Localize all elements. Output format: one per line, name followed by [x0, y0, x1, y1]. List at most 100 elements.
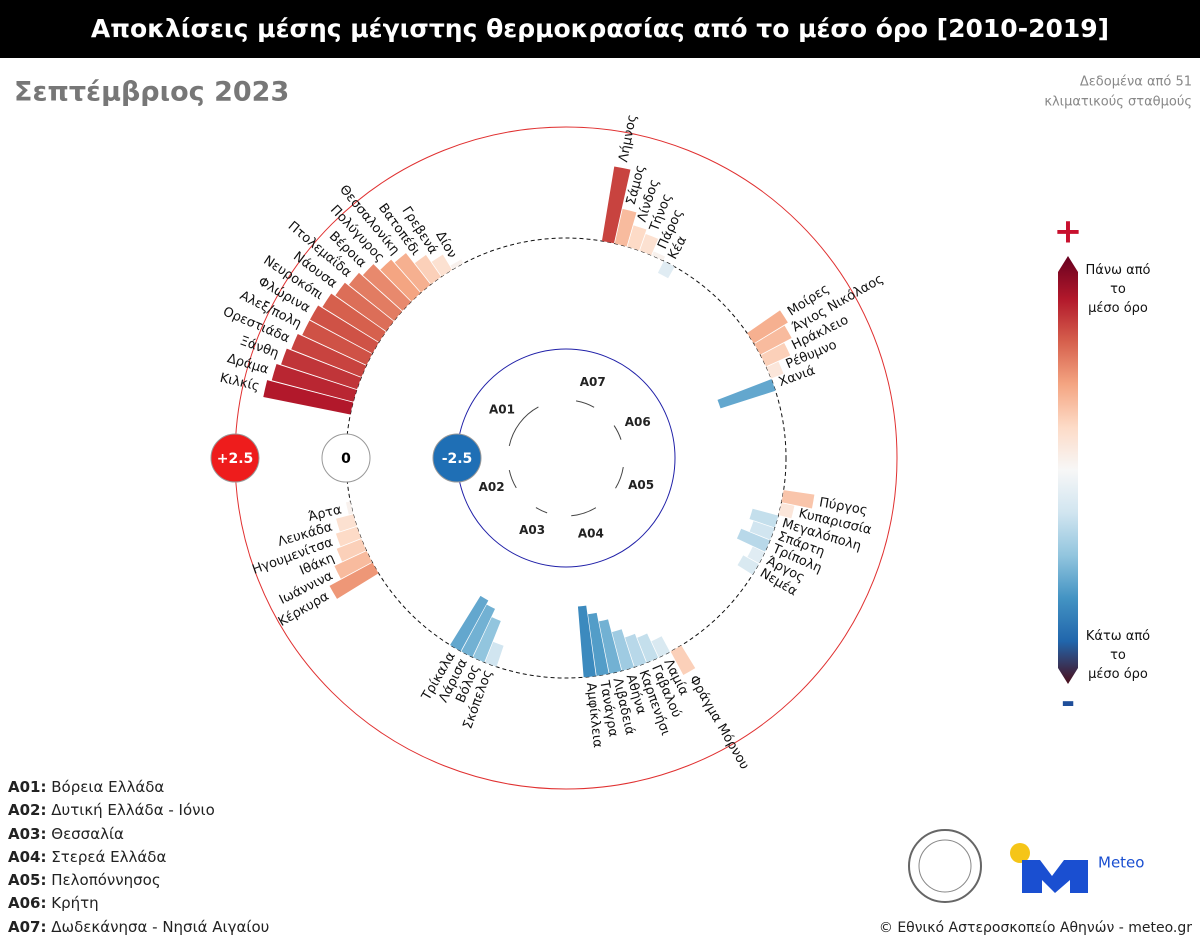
colorbar-plus: + — [1054, 212, 1083, 252]
ring — [456, 348, 676, 568]
region-code: A02 — [479, 480, 505, 494]
bar — [601, 166, 631, 244]
bar — [309, 305, 379, 354]
bar — [611, 629, 634, 671]
region-arc — [613, 425, 622, 440]
legend-code: A07 — [8, 918, 46, 936]
legend-item: A04 Στερεά Ελλάδα — [8, 846, 269, 869]
bar — [291, 334, 367, 378]
legend-code: A04 — [8, 848, 46, 866]
colorbar-minus: - — [1061, 683, 1075, 723]
bar — [414, 254, 442, 285]
bar — [336, 514, 357, 532]
station-label: Κιλκίς — [218, 371, 261, 395]
legend-name: Στερεά Ελλάδα — [51, 847, 167, 866]
legend-item: A05 Πελοπόννησος — [8, 869, 269, 892]
credit: © Εθνικό Αστεροσκοπείο Αθηνών - meteo.gr — [879, 920, 1192, 936]
bar — [717, 379, 776, 409]
bar — [450, 259, 464, 270]
legend-code: A01 — [8, 778, 46, 796]
legend-item: A06 Κρήτη — [8, 892, 269, 915]
bar — [263, 380, 354, 415]
chart-title: Αποκλίσεις μέσης μέγιστης θερμοκρασίας α… — [91, 14, 1109, 43]
bar — [651, 251, 666, 261]
bar — [380, 259, 421, 302]
ring-label-disk — [210, 433, 260, 483]
bar — [637, 633, 659, 663]
bar — [754, 325, 792, 355]
legend-item: A02 Δυτική Ελλάδα - Ιόνιο — [8, 799, 269, 822]
station-label: Λήμνος — [616, 113, 640, 163]
bar — [749, 521, 775, 540]
legend-name: Κρήτη — [51, 894, 99, 913]
bar — [737, 555, 759, 575]
ring-label: -2.5 — [442, 451, 473, 467]
bar — [747, 546, 765, 564]
bar — [577, 605, 596, 678]
bar — [348, 272, 402, 321]
legend-name: Θεσσαλία — [51, 824, 124, 843]
region-code: A05 — [628, 478, 654, 492]
logo-m — [1022, 860, 1088, 893]
note: κλιματικούς σταθμούς — [1044, 95, 1192, 110]
bar — [362, 264, 411, 311]
bar — [587, 612, 609, 676]
region-code: A04 — [578, 527, 604, 541]
bar — [336, 538, 367, 562]
bar — [651, 636, 670, 658]
colorbar-label: Πάνω από το μέσο όρο — [1086, 263, 1151, 316]
bar — [781, 490, 815, 509]
bar — [749, 508, 779, 528]
bar — [335, 526, 362, 547]
bar — [431, 254, 453, 277]
bar — [450, 595, 489, 652]
legend-name: Πελοπόννησος — [51, 871, 161, 890]
region-code: A07 — [580, 375, 606, 389]
bar — [461, 604, 496, 658]
subtitle: Σεπτέμβριος 2023 — [14, 77, 289, 108]
legend-item: A01 Βόρεια Ελλάδα — [8, 776, 269, 799]
bar — [747, 310, 788, 344]
logo-sun — [1010, 843, 1030, 863]
header-bar — [0, 0, 1200, 58]
bar — [335, 282, 394, 332]
legend-code: A06 — [8, 894, 46, 912]
bar — [614, 208, 637, 247]
bar — [281, 348, 362, 390]
bar — [778, 502, 795, 519]
bar — [760, 342, 791, 367]
bar — [670, 645, 696, 675]
region-arc — [508, 406, 539, 447]
bar — [473, 617, 501, 663]
bar — [627, 225, 647, 251]
ring-label-disk — [432, 433, 482, 483]
bar — [639, 234, 659, 256]
ring-label: 0 — [341, 451, 351, 467]
region-arc — [615, 466, 624, 489]
legend-code: A02 — [8, 801, 46, 819]
ring — [345, 237, 787, 679]
colorbar — [1058, 256, 1078, 684]
bar — [766, 361, 784, 379]
colorbar-label: Κάτω από το μέσο όρο — [1086, 629, 1150, 682]
legend-name: Δυτική Ελλάδα - Ιόνιο — [51, 801, 215, 820]
station-label: Αμφίκλεια — [583, 682, 605, 749]
bar — [334, 550, 373, 579]
bar — [736, 528, 770, 552]
bar — [598, 619, 622, 674]
ring-label-disk — [321, 433, 371, 483]
bar — [625, 633, 647, 667]
bar — [345, 501, 354, 515]
legend-name: Δωδεκάνησα - Νησιά Αιγαίου — [51, 917, 270, 936]
legend-name: Βόρεια Ελλάδα — [51, 778, 165, 796]
region-code: A03 — [519, 523, 545, 537]
region-arc — [535, 507, 548, 514]
region-code: A01 — [489, 403, 515, 417]
note: Δεδομένα από 51 — [1080, 75, 1192, 90]
station-label: Φράγμα Μόρνου — [686, 673, 752, 772]
logo-text: Meteo — [1098, 854, 1144, 872]
legend-item: A07 Δωδεκάνησα - Νησιά Αιγαίου — [8, 916, 269, 939]
legend-code: A05 — [8, 871, 46, 889]
